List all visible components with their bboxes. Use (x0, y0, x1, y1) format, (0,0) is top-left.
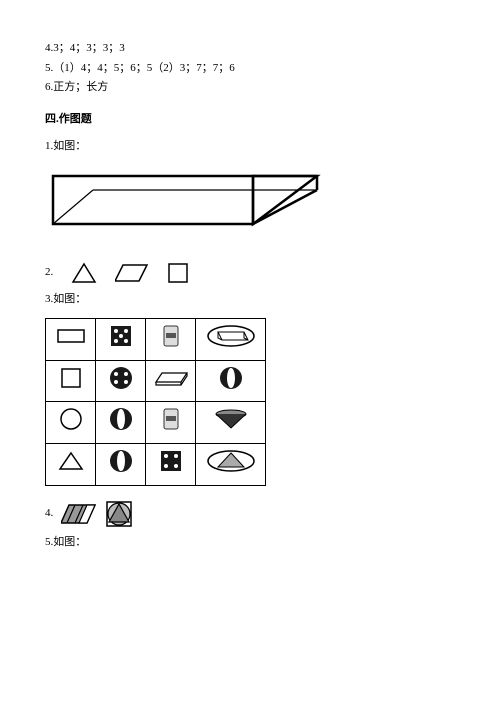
prism-figure (45, 166, 455, 243)
q4-label: 4. (45, 505, 53, 523)
answer-line-5: 5.（1）4；4；5；6；5（2）3；7；7；6 (45, 60, 455, 78)
classification-table (45, 318, 455, 485)
section-4-title: 四.作图题 (45, 111, 455, 129)
q3-label: 3.如图： (45, 291, 455, 309)
striped-parallelogram-icon (61, 502, 97, 526)
triangle-icon (71, 261, 97, 285)
table-row (46, 360, 266, 402)
answer-line-4: 4.3；4；3；3；3 (45, 40, 455, 58)
square-icon (167, 262, 189, 284)
q5-label: 5.如图： (45, 534, 455, 552)
table-row (46, 319, 266, 361)
q2-label: 2. (45, 264, 53, 282)
q1-label: 1.如图： (45, 138, 455, 156)
table-row (46, 443, 266, 485)
answer-line-6: 6.正方；长方 (45, 79, 455, 97)
circle-triangle-square-icon (105, 500, 133, 528)
parallelogram-icon (115, 262, 149, 284)
table-row (46, 402, 266, 444)
